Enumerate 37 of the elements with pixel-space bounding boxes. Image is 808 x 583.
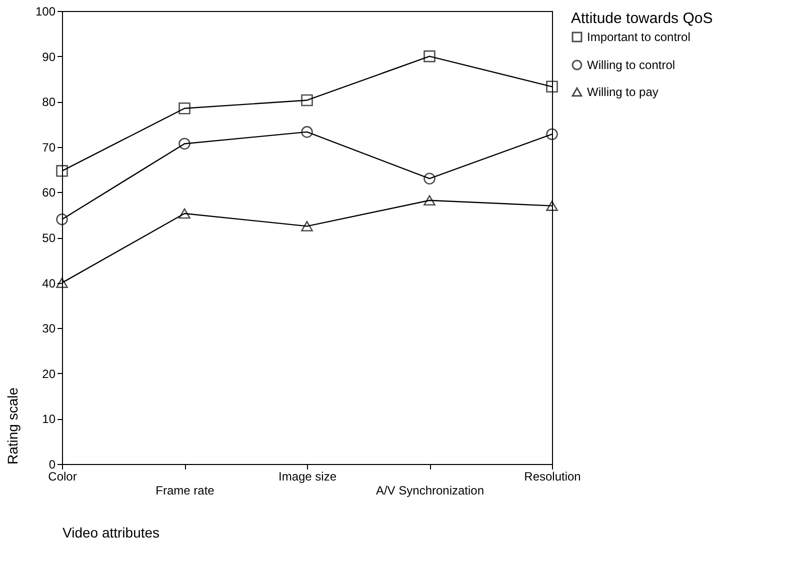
- point: [301, 94, 313, 106]
- legend-label: Important to control: [587, 30, 690, 44]
- x-tick-label: Color: [48, 470, 77, 484]
- x-tick-label: Resolution: [524, 470, 581, 484]
- point: [546, 80, 558, 93]
- y-tick-label: 80: [42, 95, 56, 110]
- point: [56, 278, 68, 288]
- point: [301, 126, 313, 138]
- x-tick-label: Frame rate: [156, 484, 215, 498]
- x-axis-title: Video attributes: [62, 524, 160, 540]
- y-tick-label: 20: [42, 366, 56, 381]
- point: [56, 165, 68, 177]
- x-tick-label: A/V Synchronization: [376, 484, 484, 498]
- point: [301, 220, 313, 232]
- point: [424, 172, 436, 184]
- point: [178, 138, 190, 150]
- y-tick-label: 50: [42, 231, 56, 245]
- y-tick-label: 70: [42, 140, 56, 154]
- y-tick-label: 90: [42, 50, 56, 64]
- point: [178, 102, 190, 114]
- y-tick-label: 0: [48, 458, 56, 472]
- legend-label: Willing to pay: [587, 85, 658, 99]
- legend-title: Attitude towards QoS: [571, 10, 713, 27]
- legend-label: Willing to control: [587, 58, 676, 72]
- point: [546, 128, 558, 140]
- point: [424, 195, 436, 206]
- y-tick-label: 100: [35, 4, 56, 18]
- x-tick-label: Image size: [278, 470, 337, 484]
- y-tick-label: 10: [42, 412, 56, 426]
- point: [546, 200, 558, 211]
- point: [178, 208, 190, 219]
- point: [424, 50, 436, 62]
- y-axis-title: Rating scale: [4, 387, 20, 464]
- point: [56, 213, 68, 226]
- y-tick-label: 40: [42, 276, 56, 290]
- y-tick-label: 30: [42, 322, 56, 336]
- y-tick-label: 60: [42, 186, 56, 200]
